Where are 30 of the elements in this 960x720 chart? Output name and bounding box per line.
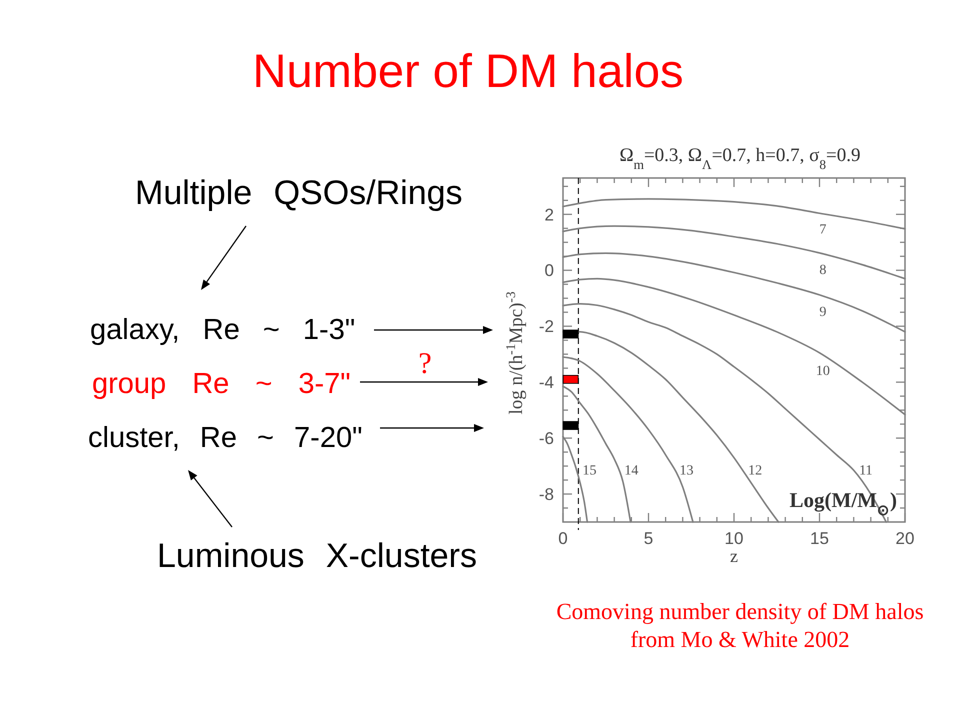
y-tick-label: -2 — [538, 317, 554, 336]
x-tick-label: 10 — [724, 529, 744, 548]
x-tick-label: 5 — [644, 529, 654, 548]
series-label: 14 — [624, 464, 638, 479]
text: galaxy, Re ~ 1-3" — [90, 314, 356, 346]
text: cluster, Re ~ 7-20" — [88, 422, 362, 454]
text: Comoving number density of DM halos from Mo & White 2002 — [556, 599, 924, 652]
y-tick-label: -6 — [538, 429, 554, 448]
y-tick-label: -8 — [538, 484, 554, 504]
chart-title: Number of DM halos — [252, 44, 684, 97]
series-label: 15 — [582, 464, 596, 479]
y-tick-label: 2 — [544, 205, 554, 224]
series-label: 8 — [819, 262, 826, 278]
chart-subtitle: Ω$_{m}$=0.3, Ω$_{Λ}$=0.7, h=0.7, σ$_{8}$=0.9 — [619, 145, 861, 172]
text: Luminous X-clusters — [157, 537, 478, 575]
series-label: 13 — [679, 464, 694, 479]
series-label: 7 — [819, 222, 826, 238]
series-label: 9 — [819, 305, 826, 320]
legend-label: 11 — [859, 464, 873, 479]
series-label: 12 — [748, 464, 762, 479]
x-tick-label: 20 — [896, 529, 914, 548]
text: group Re ~ 3-7" — [92, 368, 351, 400]
text: ? — [418, 347, 432, 380]
text: Multiple QSOs/Rings — [135, 174, 463, 212]
y-tick-label: 0 — [544, 261, 554, 280]
y-tick-label: -4 — [538, 373, 554, 392]
x-axis-title: z — [730, 546, 738, 566]
x-tick-label: 15 — [810, 529, 829, 548]
series-label: 10 — [816, 364, 830, 380]
x-tick-label: 0 — [558, 529, 568, 548]
